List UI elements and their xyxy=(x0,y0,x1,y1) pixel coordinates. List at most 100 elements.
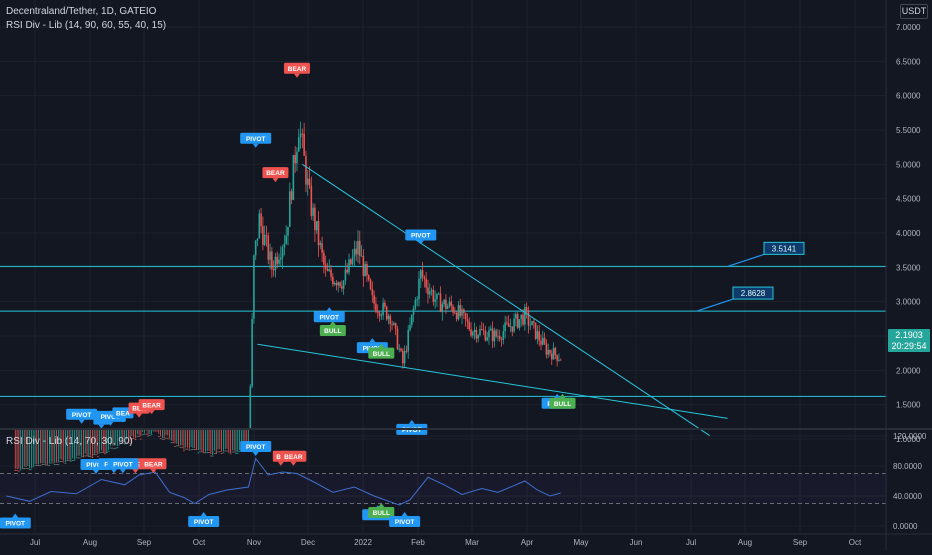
candle-body xyxy=(82,456,85,458)
rsi-signal-label-text: BULL xyxy=(373,510,390,517)
candle-body xyxy=(34,464,36,466)
candle-body xyxy=(107,450,110,452)
grid xyxy=(0,0,886,533)
candle-body xyxy=(430,290,433,292)
level-callout-label: 3.5141 xyxy=(772,244,797,253)
candle-body xyxy=(210,455,212,457)
candle-body xyxy=(59,461,61,462)
candle-body xyxy=(53,464,56,465)
candle-body xyxy=(154,430,157,432)
candle-body xyxy=(405,350,408,352)
candle-body xyxy=(515,314,517,319)
candle-body xyxy=(262,226,264,245)
candle-body xyxy=(558,359,560,361)
candle-body xyxy=(48,465,51,466)
price-signal-label-pointer xyxy=(326,307,333,312)
candle-body xyxy=(296,151,298,164)
candle-body xyxy=(62,461,65,463)
candle-body xyxy=(332,276,334,285)
price-axis-tick: 3.0000 xyxy=(896,298,921,307)
candle-body xyxy=(68,460,70,462)
candle-body xyxy=(439,293,442,312)
candle-body xyxy=(337,282,340,286)
candle-body xyxy=(452,306,454,313)
currency-badge[interactable]: USDT xyxy=(900,4,928,19)
candle-body xyxy=(254,240,257,256)
candle-body xyxy=(217,451,219,453)
candle-body xyxy=(285,235,288,244)
candle-body xyxy=(547,349,549,355)
time-axis-tick: Nov xyxy=(247,538,261,547)
candle-body xyxy=(288,191,291,227)
candle-body xyxy=(477,335,479,339)
candle-body xyxy=(39,465,42,467)
candle-body xyxy=(407,330,410,352)
candle-body xyxy=(488,330,490,338)
rsi-pane-title[interactable]: RSI Div - Lib (14, 70, 30, 90) xyxy=(6,436,133,447)
time-axis-tick: Aug xyxy=(738,538,752,547)
price-signal-label-pointer xyxy=(408,419,415,424)
candle-body xyxy=(159,437,162,439)
candle-body xyxy=(88,456,90,458)
candle-body xyxy=(177,445,180,447)
candle-body xyxy=(362,255,365,277)
candle-body xyxy=(398,348,401,350)
candle-body xyxy=(436,293,438,300)
candle-body xyxy=(312,207,314,216)
time-axis-tick: Jul xyxy=(30,538,40,547)
candle-body xyxy=(188,449,191,451)
candle-body xyxy=(314,207,316,231)
candle-body xyxy=(364,264,366,277)
price-axis-tick: 5.0000 xyxy=(896,160,921,169)
price-signal-label: PIVOT xyxy=(313,307,345,323)
candle-body xyxy=(351,256,354,265)
candle-body xyxy=(208,452,210,453)
rsi-signal-label-box xyxy=(240,441,272,452)
candle-body xyxy=(534,322,537,339)
candle-body xyxy=(385,306,388,320)
candle-body xyxy=(353,248,356,257)
candle-body xyxy=(541,337,544,345)
candle-body xyxy=(498,335,501,340)
candle-body xyxy=(552,347,555,360)
candle-body xyxy=(559,359,562,361)
candle-body xyxy=(70,460,72,462)
candle-body xyxy=(181,446,183,448)
price-signal-label-pointer xyxy=(378,343,385,348)
candle-body xyxy=(186,448,189,450)
candle-body xyxy=(324,264,327,269)
candle-body xyxy=(556,354,558,361)
candle-body xyxy=(495,330,497,337)
price-signal-label: PIVOT xyxy=(240,132,272,148)
candle-body xyxy=(43,464,45,465)
indicator-title[interactable]: RSI Div - Lib (14, 90, 60, 55, 40, 15) xyxy=(6,20,167,31)
candle-body xyxy=(199,451,201,453)
candle-body xyxy=(360,255,363,257)
candle-body xyxy=(520,314,523,320)
trendlines[interactable] xyxy=(257,163,728,436)
candle-body xyxy=(77,457,79,459)
rsi-signal-label-box xyxy=(0,517,31,529)
candle-body xyxy=(299,133,302,138)
candle-body xyxy=(533,321,535,323)
candle-body xyxy=(57,464,60,466)
candle-body xyxy=(211,455,214,457)
candle-body xyxy=(138,435,140,437)
price-signal-label-text: PIVOT xyxy=(246,136,266,143)
candle-body xyxy=(120,442,122,444)
time-axis-tick: Jul xyxy=(686,538,696,547)
time-axis-tick: Sep xyxy=(137,538,152,547)
rsi-bands xyxy=(0,473,886,504)
candle-body xyxy=(222,452,225,454)
rsi-axis-tick: 80.0000 xyxy=(893,462,922,471)
candle-body xyxy=(41,464,43,465)
price-signal-label-pointer xyxy=(272,178,279,183)
candle-body xyxy=(369,279,372,290)
candle-body xyxy=(423,277,426,279)
candle-body xyxy=(213,453,216,454)
symbol-title[interactable]: Decentraland/Tether, 1D, GATEIO xyxy=(6,6,157,17)
candle-body xyxy=(378,312,381,317)
candle-body xyxy=(346,269,349,273)
candle-body xyxy=(46,464,49,466)
